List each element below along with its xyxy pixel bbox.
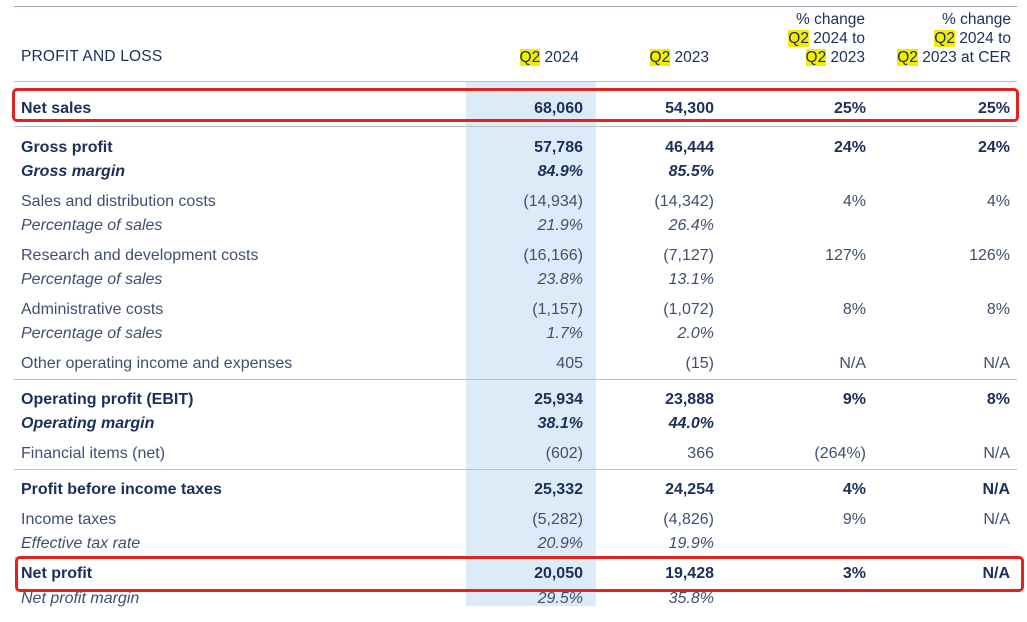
header-q2-2023: Q2 2023 <box>649 49 709 66</box>
table-row-financial-items: Financial items (net) (602) 366 (264%) N… <box>21 445 1010 462</box>
annotation-box-net-profit <box>15 556 1024 592</box>
table-row-gross-profit: Gross profit 57,786 46,444 24% 24% <box>21 139 1010 156</box>
highlight-mark: Q2 <box>805 49 827 66</box>
table-row-gross-margin: Gross margin 84.9% 85.5% <box>21 163 714 180</box>
table-row-net-profit-margin: Net profit margin 29.5% 35.8% <box>21 590 714 607</box>
table-row-ebit: Operating profit (EBIT) 25,934 23,888 9%… <box>21 391 1010 408</box>
highlight-mark: Q2 <box>934 30 955 47</box>
highlight-mark: Q2 <box>519 49 541 66</box>
top-rule <box>14 6 1017 7</box>
table-row-administrative-pct: Percentage of sales 1.7% 2.0% <box>21 325 714 342</box>
highlight-mark: Q2 <box>788 30 809 47</box>
table-row-administrative: Administrative costs (1,157) (1,072) 8% … <box>21 301 1010 318</box>
table-row-research-development-pct: Percentage of sales 23.8% 13.1% <box>21 271 714 288</box>
row-rule <box>14 379 1017 380</box>
highlight-mark: Q2 <box>897 49 918 66</box>
header-q2-2024: Q2 2024 <box>519 49 579 66</box>
table-row-operating-margin: Operating margin 38.1% 44.0% <box>21 415 714 432</box>
table-row-net-profit: Net profit 20,050 19,428 3% N/A <box>21 565 1010 582</box>
table-row-income-taxes: Income taxes (5,282) (4,826) 9% N/A <box>21 511 1010 528</box>
annotation-box-net-sales <box>12 88 1019 122</box>
table-row-effective-tax-rate: Effective tax rate 20.9% 19.9% <box>21 535 714 552</box>
table-row-profit-before-tax: Profit before income taxes 25,332 24,254… <box>21 481 1010 498</box>
header-pct-change: % change Q2 2024 to Q2 2023 <box>788 11 865 66</box>
header-pct-change-cer: % change Q2 2024 to Q2 2023 at CER <box>897 11 1011 66</box>
table-row-research-development: Research and development costs (16,166) … <box>21 247 1010 264</box>
current-quarter-column-shade <box>466 82 596 606</box>
table-row-net-sales: Net sales 68,060 54,300 25% 25% <box>21 100 1010 117</box>
table-section-title: PROFIT AND LOSS <box>21 48 163 65</box>
row-rule <box>14 469 1017 470</box>
header-rule <box>14 81 1017 82</box>
row-rule <box>14 126 1017 127</box>
table-row-sales-distribution-pct: Percentage of sales 21.9% 26.4% <box>21 217 714 234</box>
table-row-sales-distribution: Sales and distribution costs (14,934) (1… <box>21 193 1010 210</box>
table-row-other-operating: Other operating income and expenses 405 … <box>21 355 1010 372</box>
highlight-mark: Q2 <box>649 49 671 66</box>
